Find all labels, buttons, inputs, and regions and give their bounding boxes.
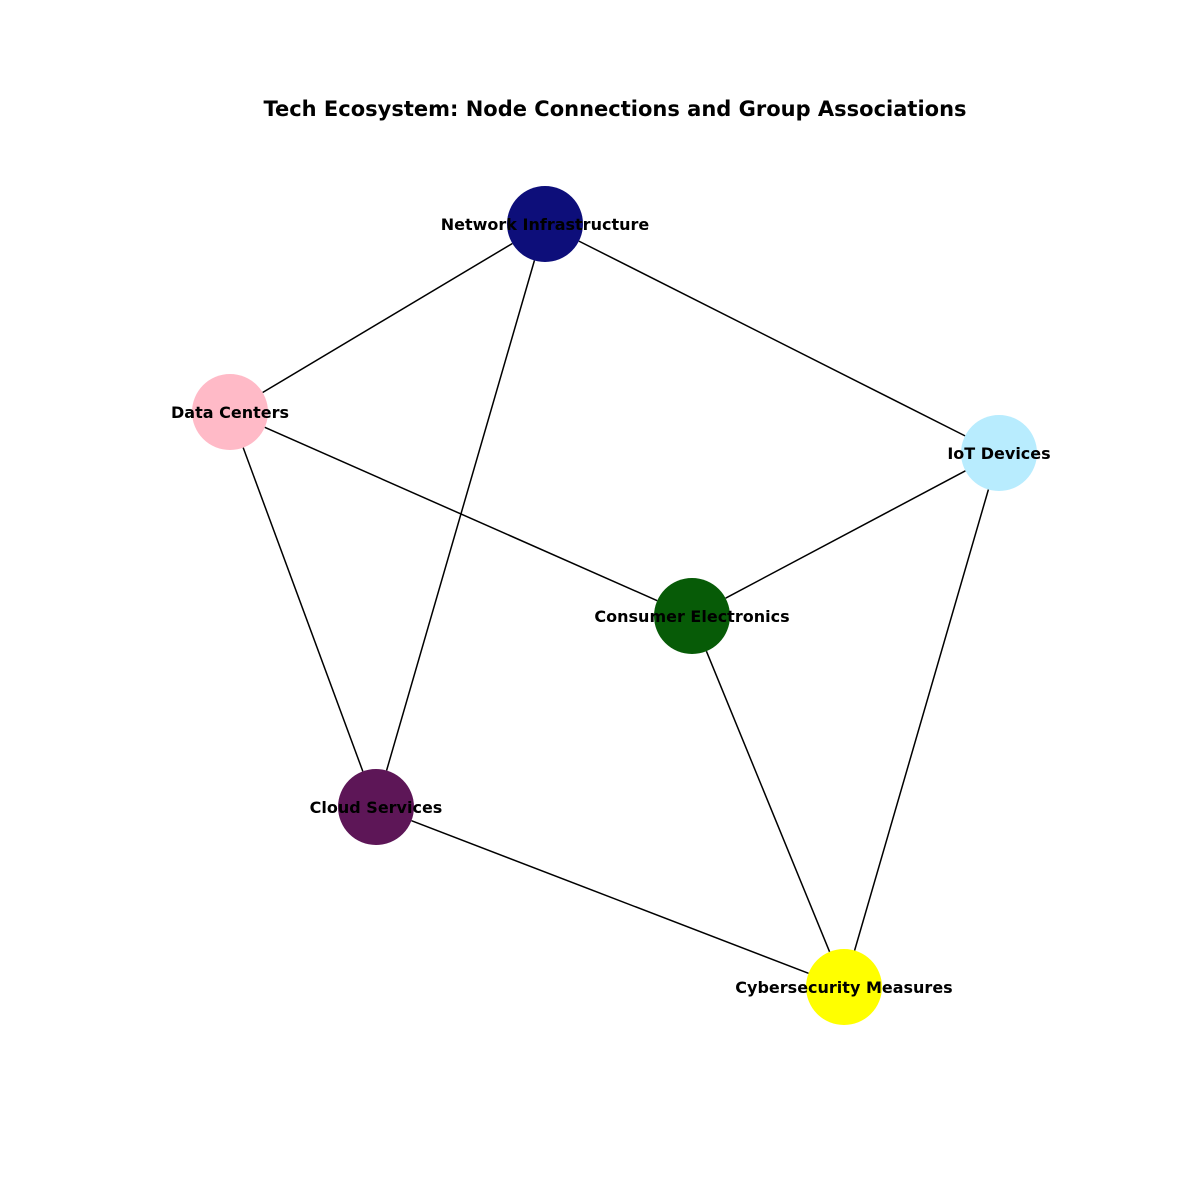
node-network-infrastructure[interactable]: Network Infrastructure bbox=[441, 186, 650, 262]
edge-data-centers-to-cloud-services bbox=[242, 447, 364, 772]
edge-network-infrastructure-to-data-centers bbox=[262, 242, 513, 394]
node-circle-consumer-electronics bbox=[654, 578, 730, 654]
node-iot-devices[interactable]: IoT Devices bbox=[947, 415, 1051, 491]
node-label-iot-devices: IoT Devices bbox=[947, 444, 1050, 463]
edge-data-centers-to-consumer-electronics bbox=[264, 426, 658, 602]
node-label-network-infrastructure: Network Infrastructure bbox=[441, 215, 650, 234]
edge-cloud-services-to-cybersecurity-measures bbox=[411, 819, 809, 975]
edge-consumer-electronics-to-cybersecurity-measures bbox=[705, 650, 831, 953]
edge-iot-devices-to-cybersecurity-measures bbox=[853, 489, 990, 951]
edge-network-infrastructure-to-cloud-services bbox=[385, 260, 536, 771]
node-circle-network-infrastructure bbox=[507, 186, 583, 262]
node-circle-cloud-services bbox=[338, 769, 414, 845]
node-consumer-electronics[interactable]: Consumer Electronics bbox=[594, 578, 790, 654]
node-circle-cybersecurity-measures bbox=[806, 949, 882, 1025]
edges-layer bbox=[242, 240, 990, 975]
node-data-centers[interactable]: Data Centers bbox=[171, 374, 289, 450]
node-cloud-services[interactable]: Cloud Services bbox=[310, 769, 443, 845]
nodes-layer: Network Infrastructure Data Centers IoT De… bbox=[171, 186, 1051, 1025]
node-circle-data-centers bbox=[192, 374, 268, 450]
diagram-title: Tech Ecosystem: Node Connections and Gro… bbox=[263, 97, 966, 121]
node-label-cloud-services: Cloud Services bbox=[310, 798, 443, 817]
node-label-data-centers: Data Centers bbox=[171, 403, 289, 422]
node-label-consumer-electronics: Consumer Electronics bbox=[594, 607, 789, 626]
node-cybersecurity-measures[interactable]: Cybersecurity Measures bbox=[735, 949, 953, 1025]
edge-iot-devices-to-consumer-electronics bbox=[725, 470, 966, 599]
node-label-cybersecurity-measures: Cybersecurity Measures bbox=[735, 978, 952, 997]
edge-network-infrastructure-to-iot-devices bbox=[578, 240, 966, 437]
node-circle-iot-devices bbox=[961, 415, 1037, 491]
